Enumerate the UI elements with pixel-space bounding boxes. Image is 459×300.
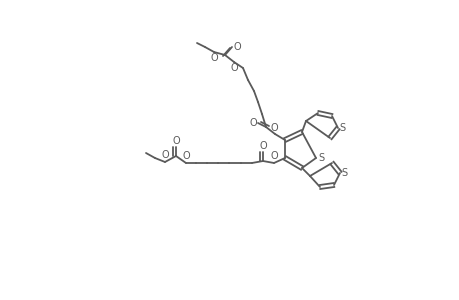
Text: O: O xyxy=(172,136,179,146)
Text: O: O xyxy=(269,151,277,161)
Text: O: O xyxy=(210,53,218,63)
Text: S: S xyxy=(340,168,347,178)
Text: O: O xyxy=(258,141,266,151)
Text: O: O xyxy=(269,123,277,133)
Text: S: S xyxy=(317,153,324,163)
Text: O: O xyxy=(161,150,168,160)
Text: O: O xyxy=(234,42,241,52)
Text: S: S xyxy=(338,123,344,133)
Text: O: O xyxy=(230,63,237,73)
Text: O: O xyxy=(249,118,257,128)
Text: O: O xyxy=(182,151,190,161)
